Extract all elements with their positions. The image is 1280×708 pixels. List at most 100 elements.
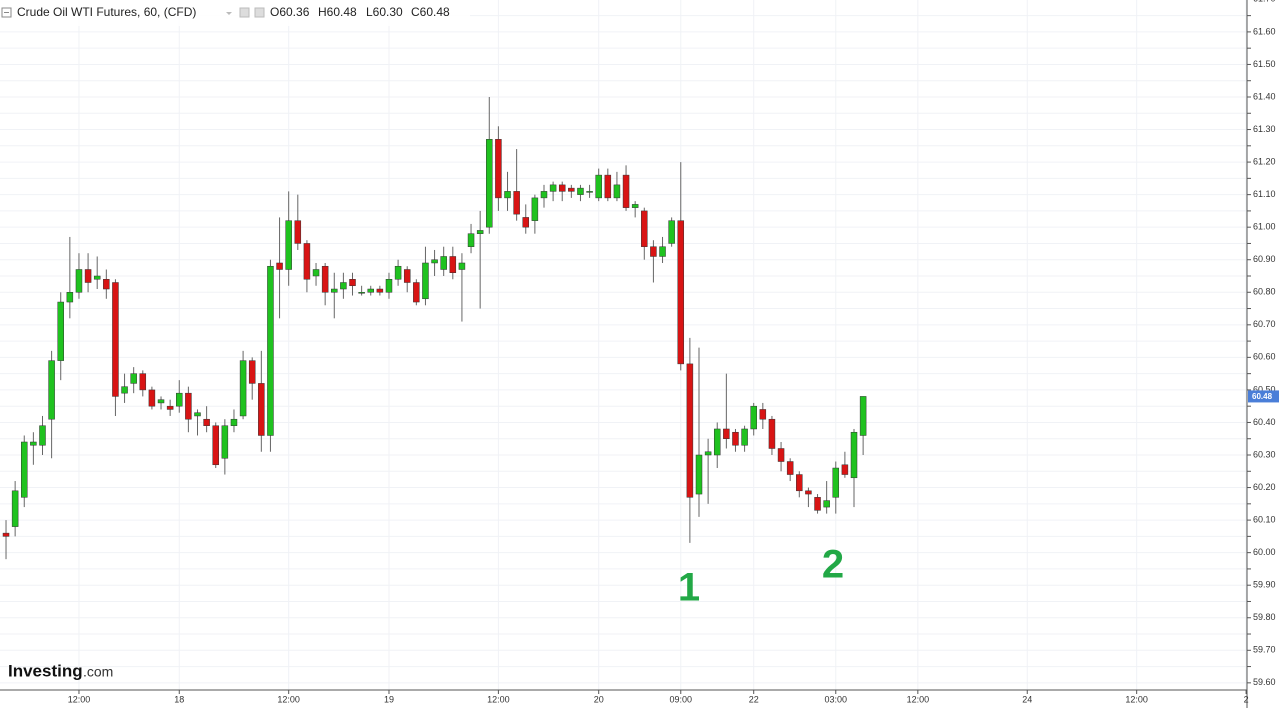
candle-body: [57, 301, 64, 361]
candle-body: [403, 269, 411, 283]
candle-body: [75, 269, 83, 293]
y-tick-label: 59.70: [1253, 645, 1276, 655]
candle-body: [11, 490, 19, 527]
close-icon[interactable]: [254, 7, 265, 18]
candle-body: [221, 425, 229, 459]
candle-body: [513, 191, 520, 215]
candle-body: [522, 217, 530, 228]
candle-body: [568, 187, 575, 192]
chart-title: Crude Oil WTI Futures, 60, (CFD): [17, 5, 196, 19]
candle-body: [30, 441, 37, 446]
grid: [0, 0, 1247, 690]
candle-body: [759, 409, 767, 420]
candle-body: [495, 139, 502, 199]
x-tick-label: 12:00: [487, 694, 510, 704]
candle-body: [677, 220, 685, 365]
candle-body: [103, 279, 110, 290]
candle-body: [750, 405, 757, 430]
candle-body: [203, 418, 210, 426]
y-tick-label: 61.60: [1253, 26, 1276, 36]
candle-body: [230, 418, 238, 426]
candle-body: [768, 418, 776, 449]
collapse-icon[interactable]: [1, 7, 12, 18]
y-tick-label: 60.60: [1253, 352, 1276, 362]
candle-body: [659, 246, 666, 257]
settings-icon[interactable]: [239, 7, 250, 18]
y-tick-label: 60.70: [1253, 319, 1276, 329]
candle-body: [394, 265, 402, 280]
x-tick-label: 12:00: [907, 694, 930, 704]
candle-body: [84, 269, 92, 283]
y-tick-label: 61.30: [1253, 124, 1276, 134]
candle-body: [458, 262, 466, 270]
candle-body: [859, 396, 867, 436]
x-tick-label: 12:00: [68, 694, 91, 704]
candle-body: [321, 265, 329, 293]
candle-body: [185, 392, 192, 420]
x-tick-label: 2: [1244, 694, 1249, 704]
x-tick-label: 12:00: [277, 694, 300, 704]
candle-body: [668, 220, 675, 244]
candle-body: [723, 428, 730, 439]
candle-body: [595, 174, 602, 199]
y-tick-label: 60.50: [1253, 384, 1276, 394]
y-tick-label: 60.10: [1253, 514, 1276, 524]
candle-body: [476, 230, 484, 234]
candle-body: [166, 405, 174, 410]
candle-body: [786, 461, 794, 475]
candle-body: [604, 174, 612, 199]
candle-body: [431, 259, 438, 264]
candle-body: [577, 187, 584, 195]
candle-body: [148, 389, 156, 407]
candle-body: [385, 279, 393, 293]
candle-body: [303, 243, 311, 280]
candle-body: [349, 279, 356, 287]
x-tick-label: 18: [174, 694, 184, 704]
x-tick-label: 03:00: [825, 694, 848, 704]
candles: [2, 96, 867, 560]
y-tick-label: 60.80: [1253, 287, 1276, 297]
candle-body: [440, 256, 447, 270]
x-tick-label: 22: [749, 694, 759, 704]
candle-body: [294, 220, 302, 244]
candle-body: [686, 363, 694, 498]
candle-body: [841, 464, 849, 475]
candle-body: [796, 474, 803, 492]
candle-body: [814, 497, 821, 511]
watermark-suffix: .com: [83, 664, 113, 680]
y-tick-label: 61.10: [1253, 189, 1276, 199]
menu-arrow[interactable]: [226, 12, 232, 15]
candle-body: [139, 373, 147, 391]
ohlc-high: H60.48: [318, 5, 357, 19]
candle-body: [641, 210, 648, 247]
y-tick-label: 60.40: [1253, 417, 1276, 427]
y-tick-label: 61.50: [1253, 59, 1276, 69]
candle-body: [2, 532, 10, 537]
y-tick-label: 60.90: [1253, 254, 1276, 264]
candle-body: [93, 275, 101, 280]
x-tick-label: 12:00: [1125, 694, 1148, 704]
candle-body: [486, 139, 493, 228]
candle-body: [631, 204, 639, 208]
candle-body: [622, 174, 630, 208]
x-tick-label: 24: [1022, 694, 1032, 704]
candle-body: [504, 191, 511, 199]
candle-body: [130, 373, 137, 384]
candle-body: [823, 500, 830, 508]
candle-body: [850, 431, 858, 479]
candle-body: [531, 197, 539, 221]
candle-body: [367, 288, 374, 293]
candle-body: [741, 428, 748, 446]
y-tick-label: 59.90: [1253, 580, 1276, 590]
candle-body: [558, 184, 566, 192]
candle-body: [276, 262, 283, 270]
header-bg: [0, 0, 470, 26]
price-tag-label: 60.48: [1252, 392, 1273, 401]
candle-body: [586, 191, 593, 193]
candle-body: [449, 256, 457, 273]
candle-body: [39, 425, 46, 446]
candle-body: [777, 448, 785, 462]
candle-body: [413, 282, 420, 303]
y-tick-label: 60.00: [1253, 547, 1276, 557]
candle-body: [805, 490, 812, 495]
